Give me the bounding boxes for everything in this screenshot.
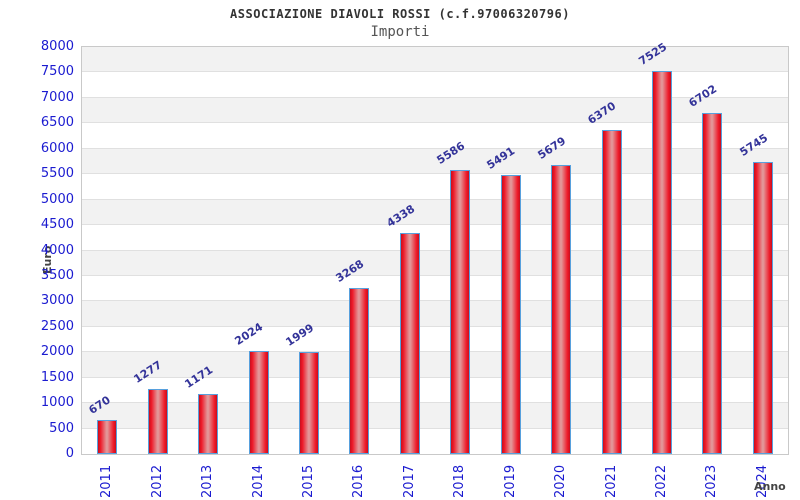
y-tick-label: 0 (65, 446, 74, 461)
bar (399, 233, 420, 454)
chart-title: ASSOCIAZIONE DIAVOLI ROSSI (c.f.97006320… (230, 7, 570, 21)
bar-value-label: 5679 (535, 134, 569, 162)
x-tick-label: 2021 (603, 464, 619, 498)
x-tick-label: 2022 (653, 464, 669, 498)
y-tick-label: 500 (49, 420, 74, 436)
bar-value-label: 5586 (434, 139, 468, 167)
bar-value-label: 4338 (384, 202, 417, 231)
x-tick-label: 2017 (401, 464, 417, 498)
bar (147, 389, 168, 454)
bar-value-label: 2024 (232, 320, 266, 348)
y-tick-label: 1000 (40, 395, 74, 411)
y-tick-label: 4500 (40, 217, 74, 233)
y-tick-label: 3000 (40, 293, 74, 309)
y-tick-label: 2000 (40, 344, 74, 360)
bar-value-label: 1999 (283, 321, 316, 350)
bar-value-label: 6702 (686, 82, 720, 110)
x-tick-label: 2023 (704, 464, 720, 498)
y-tick-label: 3500 (40, 267, 74, 283)
y-tick-label: 5500 (40, 166, 74, 182)
bar (651, 71, 672, 454)
bar-value-label: 6370 (585, 99, 619, 127)
x-tick-label: 2020 (553, 464, 569, 498)
bar-value-label: 1277 (131, 358, 165, 386)
x-tick-label: 2011 (99, 464, 115, 498)
bar (752, 161, 773, 454)
plot-area: 670 1277 1171 2024 1999 3268 4338 5586 5491 5679 6… (81, 40, 789, 455)
bar-value-label: 5491 (484, 143, 518, 172)
x-axis-label: Anno (754, 480, 786, 493)
bar (298, 352, 319, 454)
bar (601, 129, 622, 454)
y-tick-label: 7500 (40, 64, 74, 80)
x-tick-label: 2019 (502, 464, 518, 498)
bar (349, 287, 370, 454)
bar-value-label: 1171 (182, 363, 216, 392)
bar-value-label: 7525 (636, 40, 669, 69)
x-tick-label: 2014 (250, 464, 266, 498)
grid-band-gray (82, 47, 788, 73)
bar (97, 419, 118, 454)
y-tick-label: 5000 (40, 191, 74, 207)
y-tick-label: 8000 (40, 39, 74, 54)
y-tick-label: 4000 (40, 242, 74, 258)
bar (248, 351, 269, 454)
bar (500, 174, 521, 454)
bar (551, 165, 572, 454)
x-tick-label: 2013 (200, 464, 216, 498)
bar-value-label: 3268 (333, 257, 367, 285)
x-tick-label: 2018 (452, 464, 468, 498)
x-tick-label: 2016 (351, 464, 367, 498)
y-tick-label: 7000 (40, 89, 74, 105)
bars-layer: 670 1277 1171 2024 1999 3268 4338 5586 5491 5679 6… (82, 40, 788, 454)
bar (702, 113, 723, 454)
bar (198, 394, 219, 454)
y-tick-label: 2500 (40, 318, 74, 334)
y-tick-label: 1500 (40, 369, 74, 385)
y-tick-label: 6000 (40, 140, 74, 156)
bar-value-label: 5745 (737, 130, 770, 159)
x-tick-label: 2015 (300, 464, 316, 498)
y-tick-label: 6500 (40, 115, 74, 131)
bar-value-label: 670 (86, 393, 113, 417)
x-tick-label: 2012 (149, 464, 165, 498)
bar (450, 169, 471, 454)
chart-subtitle: Importi (370, 24, 430, 40)
